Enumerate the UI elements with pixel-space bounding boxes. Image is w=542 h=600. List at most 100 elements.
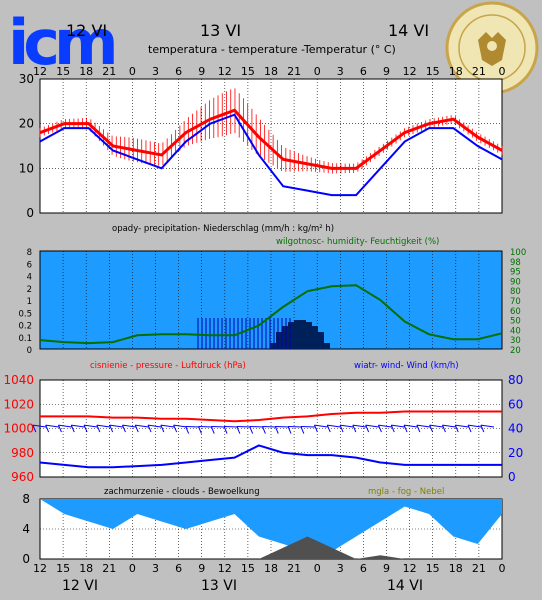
hour-tick-top: 18 (264, 65, 278, 78)
y-tick-label: 40 (508, 422, 523, 436)
wind-barb-flag (121, 424, 126, 433)
hour-tick-top: 21 (472, 65, 486, 78)
wind-barb-flag (70, 424, 75, 433)
hour-tick-bottom: 0 (314, 562, 321, 575)
y-tick-label: 100 (510, 248, 526, 258)
wind-barb-flag (429, 424, 434, 433)
wind-barb-flag (249, 426, 254, 434)
hour-tick-bottom: 3 (337, 562, 344, 575)
icm-logo: icm (8, 6, 114, 79)
wind-barb (339, 424, 354, 428)
wind-barb-flag (147, 424, 152, 433)
wind-barb (96, 424, 111, 428)
wind-barb-flag (134, 424, 139, 433)
wind-barb (147, 424, 162, 428)
y-tick-label: 1040 (3, 373, 34, 387)
y-tick-label: 4 (27, 273, 32, 283)
wind-barb (45, 424, 59, 428)
precipitation-bar (318, 332, 324, 349)
y-tick-label: 20 (510, 346, 521, 356)
y-tick-label: 980 (11, 446, 34, 460)
hour-tick-bottom: 6 (175, 562, 182, 575)
wind-barb (455, 424, 469, 428)
hour-tick-bottom: 15 (426, 562, 440, 575)
precipitation-title: opady- precipitation- Niederschlag (mm/h… (112, 224, 334, 234)
y-tick-label: 2 (27, 285, 32, 295)
wind-barb (365, 424, 379, 428)
wind-barb (122, 424, 136, 428)
wind-barb-flag (326, 424, 331, 433)
wind-barb-flag (57, 424, 62, 433)
wind-barb-flag (261, 426, 266, 434)
hour-tick-top: 21 (287, 65, 301, 78)
hour-tick-top: 6 (175, 65, 182, 78)
hour-tick-top: 18 (449, 65, 463, 78)
hour-tick-bottom: 9 (198, 562, 205, 575)
hour-tick-top: 12 (33, 65, 47, 78)
precipitation-bar (294, 320, 306, 349)
hour-tick-bottom: 12 (33, 562, 47, 575)
wind-barb-flag (352, 424, 357, 433)
pressure-line (40, 410, 502, 423)
y-tick-label: 0 (26, 206, 34, 220)
wind-barb-flag (390, 424, 395, 433)
hour-tick-top: 9 (198, 65, 205, 78)
hour-tick-top: 0 (314, 65, 321, 78)
y-tick-label: 98 (510, 258, 521, 268)
wind-barb-flag (45, 424, 50, 433)
y-tick-label: 1000 (3, 422, 34, 436)
wind-barb-flag (185, 426, 190, 434)
y-tick-label: 60 (508, 397, 523, 411)
y-tick-label: 70 (510, 297, 521, 307)
hour-tick-top: 6 (360, 65, 367, 78)
pressure-title: cisnienie - pressure - Luftdruck (hPa) (90, 361, 246, 371)
hour-tick-top: 0 (129, 65, 136, 78)
temperature-line (39, 108, 503, 170)
wind-barb (314, 424, 328, 428)
hour-tick-top: 15 (426, 65, 440, 78)
wind-line (39, 444, 502, 469)
wind-barb (480, 424, 495, 428)
day-label-bottom: 12 VI (62, 578, 98, 594)
precipitation-bar (282, 326, 288, 349)
wind-barb (109, 424, 123, 428)
hour-tick-bottom: 21 (102, 562, 116, 575)
hour-tick-top: 12 (403, 65, 417, 78)
y-tick-label: 40 (510, 326, 521, 336)
header: icm 12 VI 13 VI 14 VI (8, 1, 539, 95)
y-tick-label: 1020 (3, 397, 34, 411)
fog-area (40, 536, 502, 559)
hour-tick-bottom: 15 (241, 562, 255, 575)
y-tick-label: 50 (510, 317, 521, 327)
hour-tick-bottom: 0 (129, 562, 136, 575)
wind-barb-flag (287, 426, 292, 434)
wind-barb-flag (377, 424, 382, 433)
wind-barb (467, 424, 482, 428)
humidity-title: wilgotnosc- humidity- Feuchtigkeit (%) (276, 237, 439, 247)
wind-barb-flag (365, 424, 370, 433)
hour-tick-top: 15 (56, 65, 70, 78)
wind-barb-flag (109, 424, 114, 433)
wind-barb-flag (300, 426, 305, 434)
wind-barb-flag (173, 424, 178, 433)
precipitation-bar (288, 322, 294, 349)
fog-title: mgla - fog - Nebel (368, 487, 444, 497)
wind-barb-flag (32, 424, 37, 433)
wind-barb-flag (96, 424, 101, 433)
y-tick-label: 90 (510, 277, 521, 287)
y-tick-label: 0.5 (18, 309, 32, 319)
wind-barb (442, 424, 456, 428)
hour-tick-bottom: 18 (449, 562, 463, 575)
hour-tick-bottom: 9 (383, 562, 390, 575)
precipitation-bar (306, 322, 312, 349)
hour-tick-top: 0 (499, 65, 506, 78)
y-tick-label: 8 (22, 492, 30, 506)
wind-barb-flag (83, 424, 88, 433)
wind-barb-flag (454, 424, 459, 433)
wind-barb-flag (223, 426, 228, 434)
hour-tick-top: 15 (241, 65, 255, 78)
wind-barb (403, 424, 418, 428)
wind-barb-flag (274, 426, 279, 434)
wind-barb (32, 424, 47, 428)
